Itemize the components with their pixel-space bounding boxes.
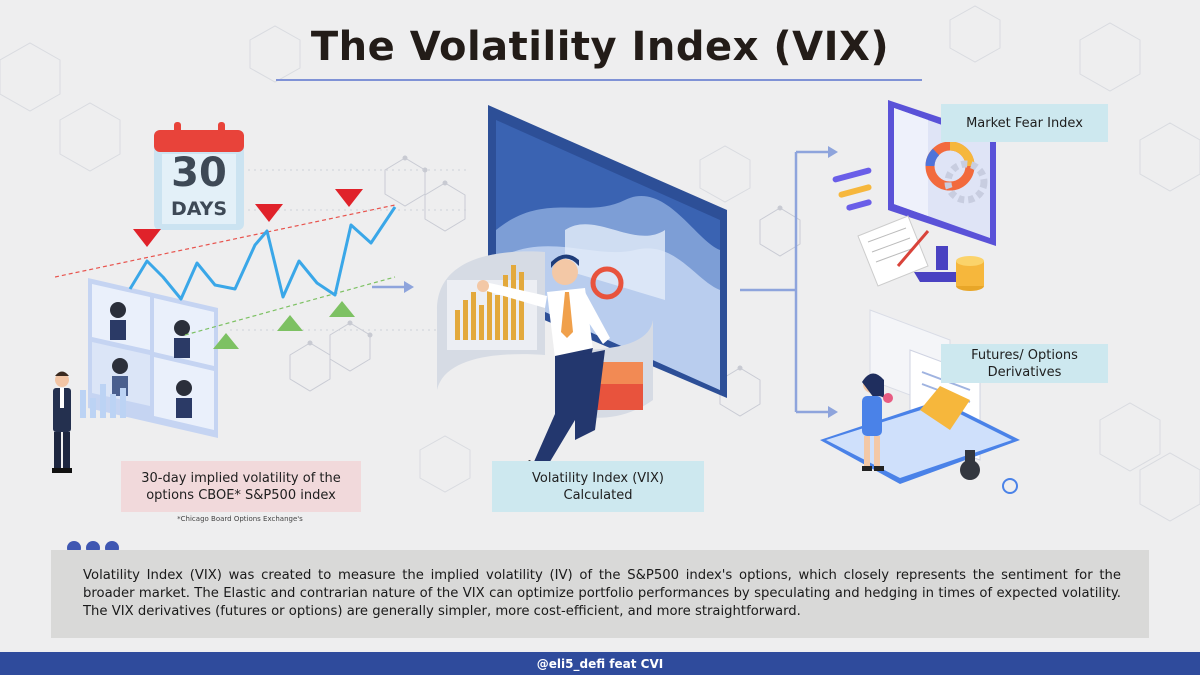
footer-credit: @eli5_defi feat CVI	[536, 656, 664, 671]
trough-marker-green	[329, 301, 355, 317]
label-vix-calculated: Volatility Index (VIX) Calculated	[492, 461, 704, 512]
description-panel: Volatility Index (VIX) was created to me…	[51, 550, 1149, 638]
description-text: Volatility Index (VIX) was created to me…	[83, 568, 1121, 619]
label-market-fear-index: Market Fear Index	[941, 104, 1108, 142]
trough-marker-green	[277, 315, 303, 331]
hologram-bars	[80, 384, 126, 418]
volatility-line-chart	[55, 189, 397, 349]
label-futures-options-derivatives: Futures/ Options Derivatives	[941, 344, 1108, 383]
label-implied-volatility: 30-day implied volatility of the options…	[121, 461, 361, 512]
calendar-icon: 30 DAYS	[152, 120, 246, 232]
arrow-right-icon	[372, 281, 414, 293]
footnote-cboe: *Chicago Board Options Exchange's	[177, 515, 303, 523]
page-title: The Volatility Index (VIX)	[310, 24, 890, 70]
video-call-illustration	[52, 278, 218, 473]
arrow-right-icon	[828, 406, 838, 418]
man-floating-icon	[477, 254, 610, 478]
holographic-chart-screen-icon	[437, 105, 727, 478]
title-underline	[276, 79, 922, 81]
businessman-icon	[52, 371, 72, 473]
lower-trend-line	[184, 276, 396, 336]
woman-icon	[862, 373, 893, 471]
peak-marker-red	[133, 229, 161, 247]
footer-bar: @eli5_defi feat CVI	[0, 652, 1200, 675]
trough-marker-green	[213, 333, 239, 349]
calendar-unit: DAYS	[170, 198, 228, 220]
volatility-line	[128, 206, 397, 301]
peak-marker-red	[255, 204, 283, 222]
laptop-contract-icon	[820, 309, 1020, 494]
upper-trend-line	[55, 204, 396, 278]
peak-marker-red	[335, 189, 363, 207]
arrow-right-icon	[828, 146, 838, 158]
calendar-number: 30	[171, 150, 227, 196]
branch-arrows	[740, 146, 838, 418]
